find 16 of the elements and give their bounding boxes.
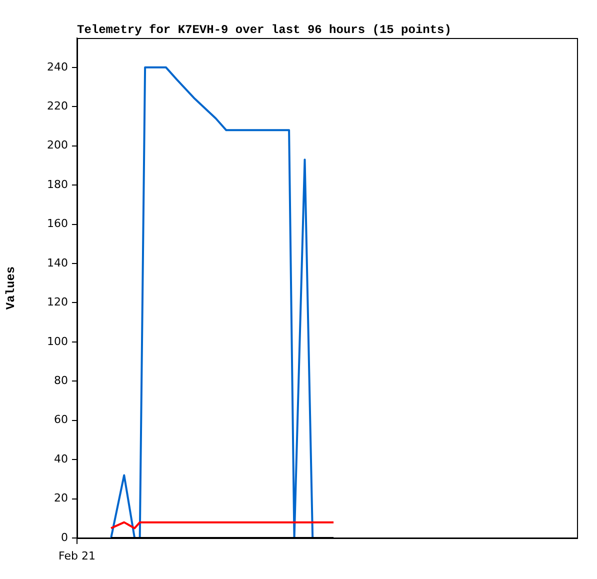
y-tick-label: 0	[61, 530, 68, 544]
y-tick-label: 220	[47, 99, 68, 112]
y-tick-label: 120	[47, 296, 68, 309]
y-tick-label: 160	[47, 217, 68, 230]
y-tick-label: 100	[47, 334, 68, 348]
chart-title: Telemetry for K7EVH-9 over last 96 hours (15 points)	[77, 23, 452, 38]
y-tick-label: 20	[54, 492, 68, 505]
y-tick-label: 140	[47, 256, 68, 270]
y-tick-label: 240	[47, 60, 68, 74]
y-tick-label: 40	[54, 452, 68, 466]
x-tick-label: Feb 21	[58, 549, 96, 562]
y-tick-label: 80	[54, 374, 68, 387]
y-axis-title: Values	[4, 266, 18, 310]
y-tick-label: 180	[47, 178, 68, 191]
y-tick-label: 200	[47, 138, 68, 152]
y-tick-label: 60	[54, 413, 68, 426]
